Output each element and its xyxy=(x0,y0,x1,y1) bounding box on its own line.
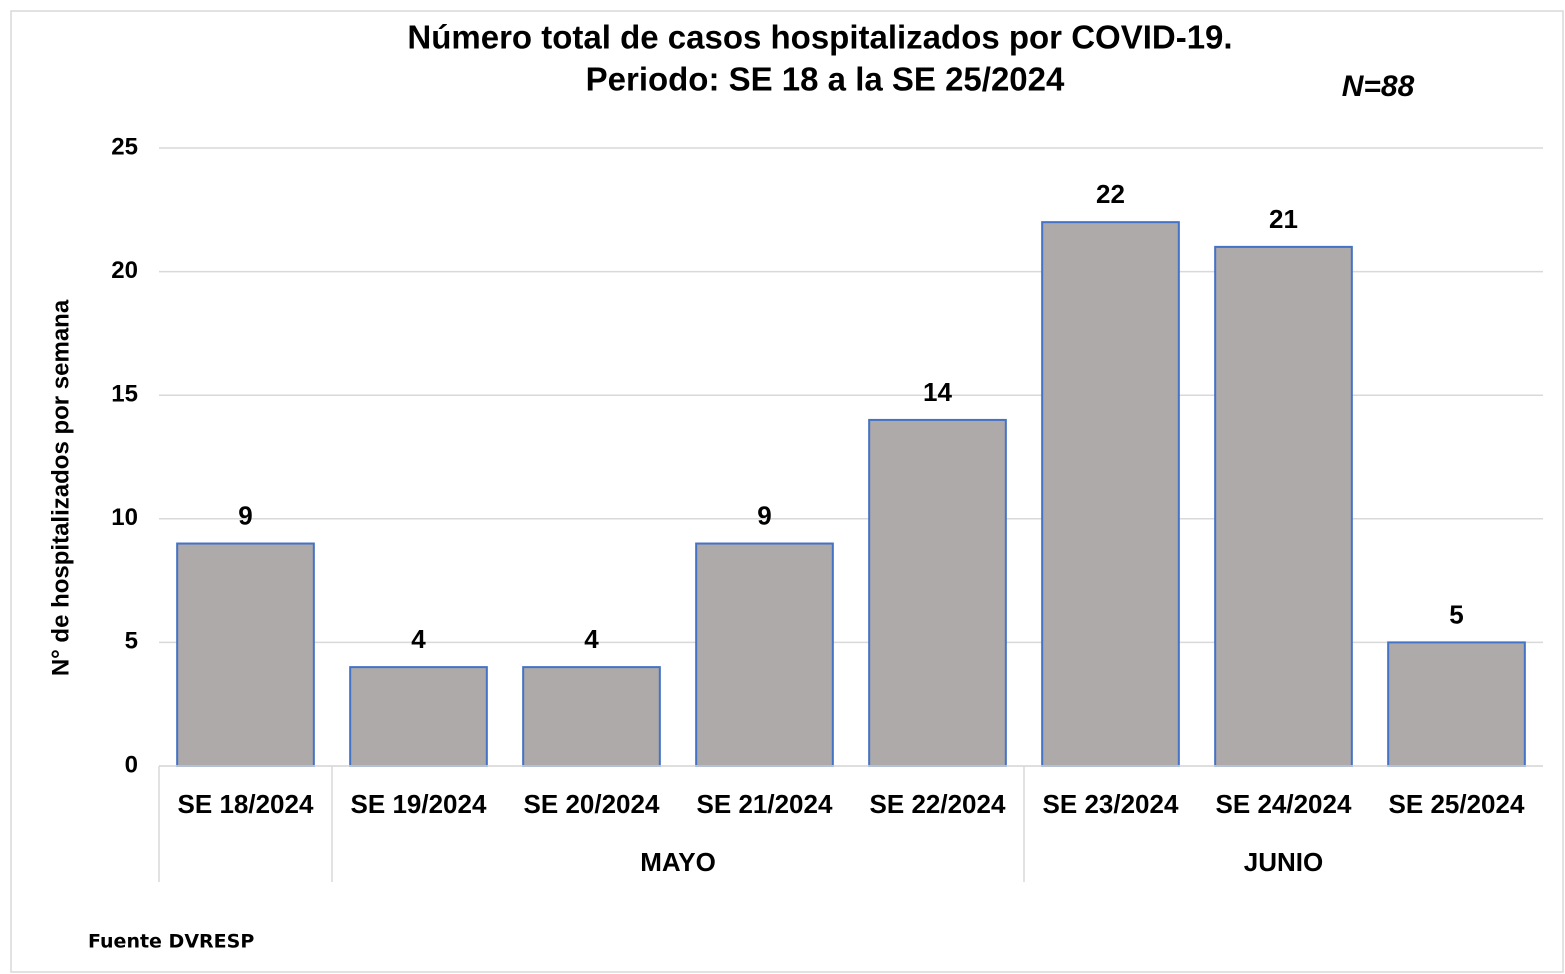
y-tick-label: 20 xyxy=(111,257,138,284)
group-label: MAYO xyxy=(640,847,716,877)
x-tick-label: SE 21/2024 xyxy=(697,789,833,819)
bar xyxy=(1387,641,1526,768)
source: Fuente DVRESP xyxy=(88,931,254,953)
bar xyxy=(1041,221,1180,768)
value-label: 9 xyxy=(757,500,771,530)
bar xyxy=(349,666,488,767)
bar xyxy=(176,542,315,768)
bar xyxy=(1214,245,1353,767)
y-tick-label: 0 xyxy=(125,751,138,778)
y-tick-label: 10 xyxy=(111,504,138,531)
value-label: 5 xyxy=(1449,599,1463,629)
value-label: 4 xyxy=(411,624,426,654)
x-tick-label: SE 24/2024 xyxy=(1216,789,1352,819)
bar xyxy=(695,542,834,768)
value-label: 9 xyxy=(238,500,252,530)
x-tick-label: SE 20/2024 xyxy=(524,789,660,819)
chart-subtitle: Periodo: SE 18 a la SE 25/2024 xyxy=(586,61,1065,98)
value-label: 14 xyxy=(923,377,952,407)
group-label: JUNIO xyxy=(1244,847,1323,877)
x-tick-label: SE 22/2024 xyxy=(870,789,1006,819)
x-tick-label: SE 18/2024 xyxy=(178,789,314,819)
value-label: 4 xyxy=(584,624,599,654)
x-tick-label: SE 23/2024 xyxy=(1043,789,1179,819)
bar xyxy=(868,418,1007,767)
y-tick-label: 15 xyxy=(111,381,138,408)
value-label: 22 xyxy=(1096,179,1125,209)
x-tick-label: SE 19/2024 xyxy=(351,789,487,819)
value-label: 21 xyxy=(1269,204,1298,234)
y-tick-label: 25 xyxy=(111,133,138,160)
annotation: N=88 xyxy=(1342,70,1415,103)
chart-title: Número total de casos hospitalizados por… xyxy=(407,19,1232,56)
y-tick-label: 5 xyxy=(125,628,138,655)
bar xyxy=(522,666,661,767)
y-axis-label: N° de hospitalizados por semana xyxy=(47,299,74,676)
x-tick-label: SE 25/2024 xyxy=(1389,789,1525,819)
